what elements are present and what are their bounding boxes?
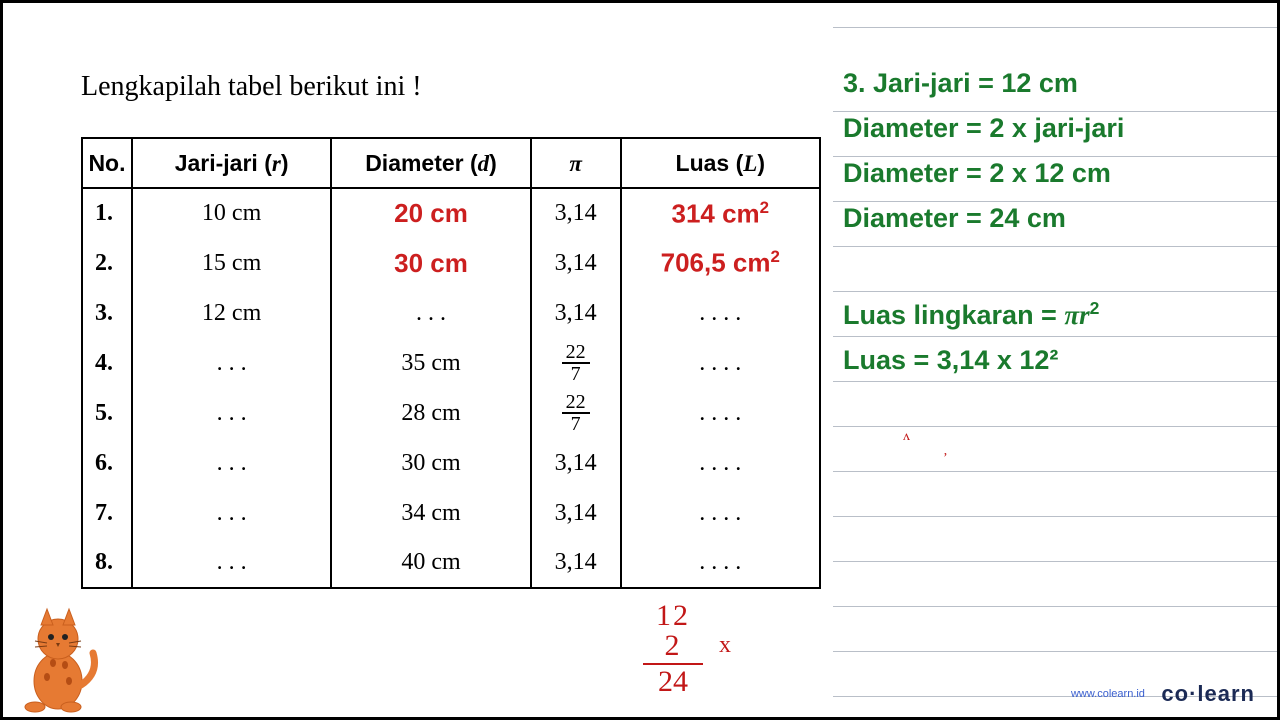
footer-url: www.colearn.id xyxy=(1071,688,1145,700)
note-line-5: Luas lingkaran = πr2 xyxy=(843,286,1247,338)
table-row: 4.. . .35 cm227. . . . xyxy=(82,338,820,388)
cell-area: . . . . xyxy=(621,338,820,388)
cell-radius: . . . xyxy=(132,488,331,538)
note-line-1: 3. Jari-jari = 12 cm xyxy=(843,61,1247,106)
table-row: 8.. . .40 cm3,14. . . . xyxy=(82,538,820,588)
header-diameter: Diameter (d) xyxy=(331,138,531,188)
cell-no: 7. xyxy=(82,488,132,538)
header-no: No. xyxy=(82,138,132,188)
cell-no: 5. xyxy=(82,388,132,438)
hand-num2: 2 xyxy=(643,631,703,661)
header-radius: Jari-jari (r) xyxy=(132,138,331,188)
footer-logo: co·learn xyxy=(1161,681,1255,706)
red-tick-1: ʌ xyxy=(903,429,910,445)
cell-area: . . . . xyxy=(621,488,820,538)
cell-radius: 15 cm xyxy=(132,238,331,288)
cell-diameter: 30 cm xyxy=(331,438,531,488)
cell-area: 314 cm2 xyxy=(621,188,820,238)
cell-no: 4. xyxy=(82,338,132,388)
cell-no: 6. xyxy=(82,438,132,488)
cell-radius: . . . xyxy=(132,438,331,488)
cell-radius: . . . xyxy=(132,388,331,438)
table-row: 7.. . .34 cm3,14. . . . xyxy=(82,488,820,538)
header-pi: π xyxy=(531,138,621,188)
hand-result: 24 xyxy=(643,667,703,697)
cell-pi: 3,14 xyxy=(531,288,621,338)
cell-radius: . . . xyxy=(132,338,331,388)
note-line-2: Diameter = 2 x jari-jari xyxy=(843,106,1247,151)
cell-diameter: 34 cm xyxy=(331,488,531,538)
cell-area: . . . . xyxy=(621,438,820,488)
cell-no: 1. xyxy=(82,188,132,238)
cell-radius: . . . xyxy=(132,538,331,588)
cell-pi: 3,14 xyxy=(531,488,621,538)
table-header-row: No. Jari-jari (r) Diameter (d) π Luas (L… xyxy=(82,138,820,188)
red-tick-2: ʼ xyxy=(943,451,948,467)
cell-radius: 12 cm xyxy=(132,288,331,338)
cell-pi: 3,14 xyxy=(531,238,621,288)
hand-mult-sign: x xyxy=(719,633,731,657)
cell-area: . . . . xyxy=(621,388,820,438)
handwritten-multiplication: 12 2 x 24 xyxy=(643,601,703,697)
table-row: 6.. . .30 cm3,14. . . . xyxy=(82,438,820,488)
note-line-3: Diameter = 2 x 12 cm xyxy=(843,151,1247,196)
cell-area: . . . . xyxy=(621,538,820,588)
cell-diameter: . . . xyxy=(331,288,531,338)
cell-pi: 3,14 xyxy=(531,538,621,588)
cell-pi: 3,14 xyxy=(531,188,621,238)
cell-diameter: 28 cm xyxy=(331,388,531,438)
note-line-4: Diameter = 24 cm xyxy=(843,196,1247,241)
cell-pi: 3,14 xyxy=(531,438,621,488)
cell-area: 706,5 cm2 xyxy=(621,238,820,288)
footer: www.colearn.id co·learn xyxy=(1071,681,1255,707)
note-line-6: Luas = 3,14 x 12² xyxy=(843,338,1247,383)
table-row: 3.12 cm. . .3,14. . . . xyxy=(82,288,820,338)
cell-diameter: 20 cm xyxy=(331,188,531,238)
cell-no: 3. xyxy=(82,288,132,338)
cat-mascot-icon xyxy=(13,603,103,713)
cell-diameter: 30 cm xyxy=(331,238,531,288)
cell-no: 2. xyxy=(82,238,132,288)
header-area: Luas (L) xyxy=(621,138,820,188)
cell-diameter: 35 cm xyxy=(331,338,531,388)
cell-area: . . . . xyxy=(621,288,820,338)
hand-num1: 12 xyxy=(643,601,703,631)
cell-no: 8. xyxy=(82,538,132,588)
circle-table: No. Jari-jari (r) Diameter (d) π Luas (L… xyxy=(81,137,821,589)
cell-diameter: 40 cm xyxy=(331,538,531,588)
cell-pi: 227 xyxy=(531,338,621,388)
cell-pi: 227 xyxy=(531,388,621,438)
note-spacer xyxy=(843,241,1247,286)
instruction-title: Lengkapilah tabel berikut ini ! xyxy=(81,71,823,103)
cell-radius: 10 cm xyxy=(132,188,331,238)
table-row: 2.15 cm30 cm3,14706,5 cm2 xyxy=(82,238,820,288)
table-row: 5.. . .28 cm227. . . . xyxy=(82,388,820,438)
table-row: 1.10 cm20 cm3,14314 cm2 xyxy=(82,188,820,238)
